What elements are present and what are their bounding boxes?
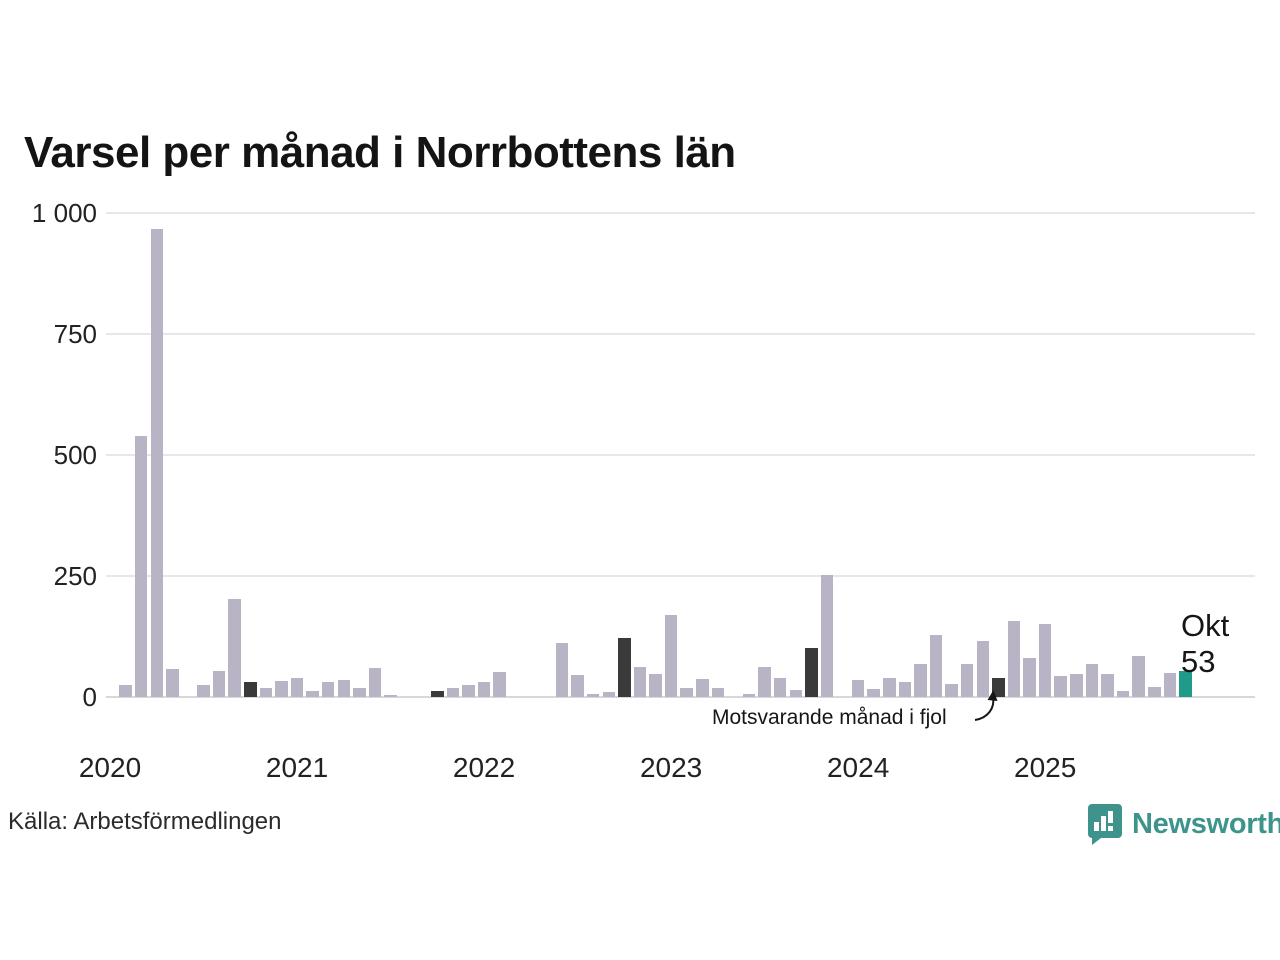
y-tick-label: 250	[53, 561, 97, 591]
bar-month	[789, 690, 803, 697]
bar-month	[119, 685, 132, 697]
current-point-month: Okt	[1181, 608, 1230, 643]
bar-month	[680, 687, 693, 697]
bar-month	[306, 691, 319, 697]
gridline-750	[106, 333, 1255, 335]
bar-month	[914, 664, 927, 697]
bar-month	[649, 673, 662, 697]
bar-month	[555, 642, 569, 697]
bar-month	[929, 635, 943, 697]
bar-month	[1085, 663, 1099, 697]
bar-month	[586, 694, 600, 697]
bar-month	[321, 681, 335, 697]
current-point-value: 53	[1181, 644, 1216, 679]
y-tick-label: 500	[53, 440, 97, 470]
annotation-last-year-label: Motsvarande månad i fjol	[712, 706, 947, 729]
bar-last-year-month	[618, 637, 631, 697]
bar-month	[773, 678, 787, 697]
bar-month	[337, 679, 351, 697]
source-label: Källa: Arbetsförmedlingen	[8, 808, 282, 835]
bar-month	[742, 694, 756, 697]
current-point-label: Okt 53	[1181, 608, 1229, 680]
bar-month	[353, 688, 366, 697]
chart-title: Varsel per månad i Norrbottens län	[24, 128, 736, 177]
bar-month	[150, 228, 163, 697]
bar-month	[960, 664, 974, 697]
bar-month	[1038, 623, 1052, 697]
bar-month	[1132, 655, 1145, 697]
bar-month	[976, 641, 990, 697]
bar-month	[851, 679, 865, 697]
bar-month	[212, 671, 226, 697]
bar-month	[290, 678, 304, 697]
bar-current-month	[1179, 671, 1192, 697]
bar-month	[275, 680, 288, 697]
bar-last-year-month	[431, 691, 444, 697]
bar-last-year-month	[805, 647, 818, 697]
gridline-500	[106, 454, 1255, 456]
newsworthy-logo-icon	[1088, 804, 1122, 845]
x-tick-year-2022: 2022	[452, 752, 516, 783]
bar-month	[1101, 674, 1114, 697]
bar-month	[1070, 673, 1083, 697]
bar-month	[259, 688, 273, 697]
bar-month	[446, 687, 460, 697]
bar-month	[664, 615, 678, 697]
x-tick-year-2025: 2025	[1014, 752, 1077, 783]
bar-month	[477, 682, 491, 697]
newsworthy-logo[interactable]: Newsworthy	[1086, 802, 1280, 846]
bar-month	[1023, 657, 1036, 697]
bar-last-year-month	[992, 677, 1005, 697]
bar-month	[197, 684, 210, 697]
bar-month	[493, 671, 506, 697]
x-tick-year-2021: 2021	[265, 752, 329, 783]
bar-month	[1116, 690, 1130, 697]
bar-month	[1148, 686, 1161, 697]
annotation-arrow	[974, 690, 998, 721]
bar-month	[696, 679, 709, 697]
bar-month	[1054, 676, 1067, 697]
y-tick-label: 0	[82, 682, 97, 712]
newsworthy-logo-text: Newsworthy	[1132, 807, 1280, 840]
plot-area	[106, 212, 1255, 698]
bar-month	[368, 667, 382, 697]
bar-month	[462, 684, 475, 697]
y-tick-label: 750	[53, 319, 97, 349]
bar-month	[1163, 672, 1177, 697]
y-tick-label: 1 000	[31, 198, 97, 228]
bar-last-year-month	[244, 682, 257, 697]
gridline-250	[106, 575, 1255, 577]
bar-month	[758, 666, 771, 697]
gridline-1000	[106, 212, 1255, 214]
x-tick-year-2024: 2024	[826, 752, 890, 783]
x-tick-year-2023: 2023	[639, 752, 703, 783]
gridline-0	[106, 696, 1255, 698]
bar-month	[633, 667, 647, 697]
bar-month	[945, 684, 958, 697]
bar-month	[228, 599, 241, 697]
bar-month	[134, 435, 148, 697]
x-tick-year-2020: 2020	[78, 752, 142, 783]
bar-month	[602, 692, 615, 697]
bar-month	[571, 675, 584, 697]
bar-month	[820, 575, 834, 697]
bar-month	[166, 668, 179, 697]
bar-month	[1007, 621, 1021, 697]
bar-month	[711, 687, 725, 697]
bar-month	[384, 694, 397, 697]
bar-month	[898, 681, 912, 697]
bar-month	[867, 688, 880, 697]
bar-month	[883, 678, 896, 697]
